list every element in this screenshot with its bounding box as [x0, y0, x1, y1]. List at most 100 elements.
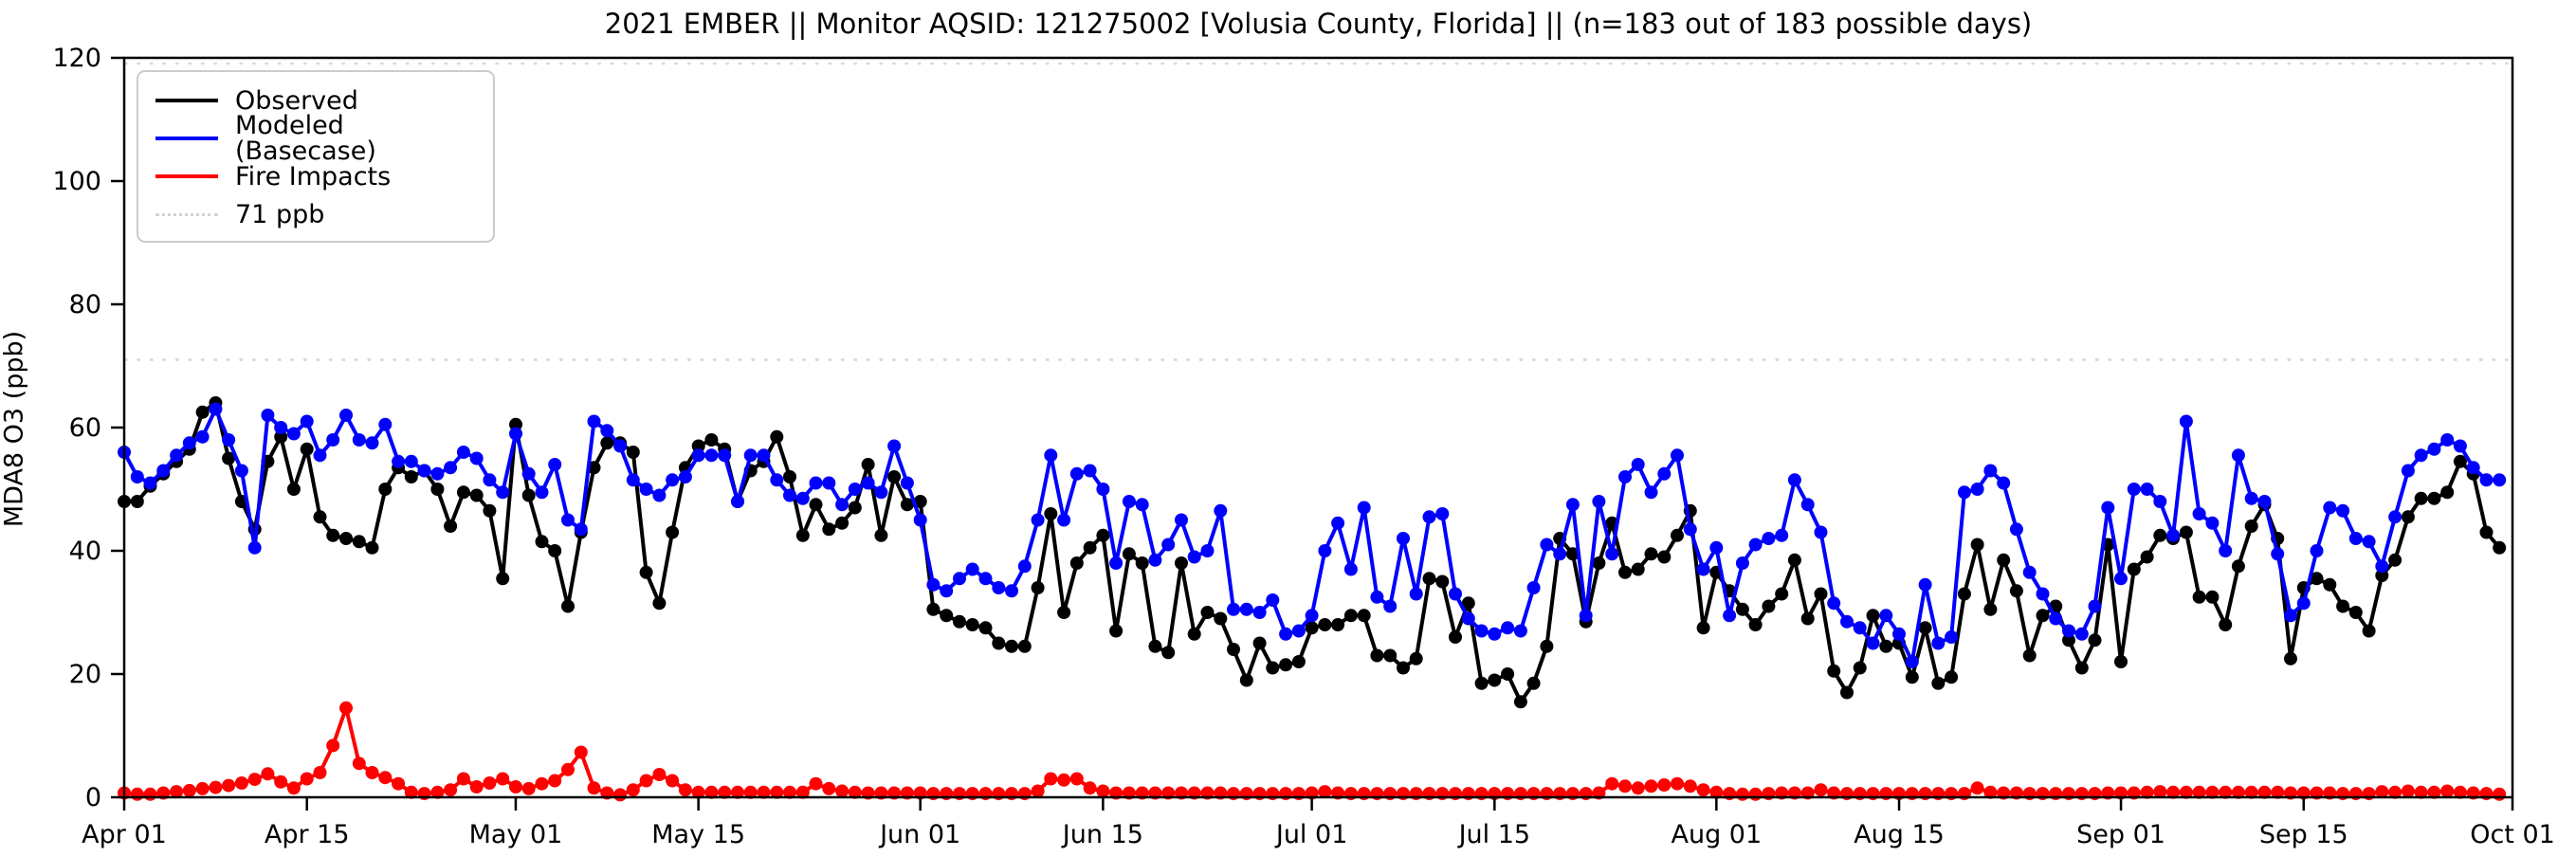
- data-point: [822, 781, 836, 795]
- data-point: [2140, 550, 2154, 564]
- data-point: [666, 525, 680, 539]
- data-point: [2427, 785, 2441, 799]
- data-point: [652, 596, 667, 611]
- data-point: [2231, 785, 2245, 799]
- legend-item: 71 ppb: [138, 195, 493, 233]
- data-point: [444, 461, 458, 475]
- data-point: [521, 488, 536, 502]
- data-point: [2205, 516, 2220, 530]
- data-point: [652, 768, 667, 781]
- data-point: [666, 774, 680, 788]
- data-point: [469, 780, 484, 793]
- data-point: [809, 776, 823, 791]
- data-point: [1762, 599, 1776, 613]
- data-point: [2401, 464, 2415, 478]
- data-point: [1840, 685, 1854, 700]
- x-tick-label: May 15: [651, 820, 745, 849]
- data-point: [1214, 503, 1228, 518]
- data-point: [704, 785, 719, 799]
- data-point: [1252, 636, 1267, 650]
- data-point: [2127, 562, 2141, 576]
- data-point: [548, 544, 562, 557]
- data-point: [1122, 495, 1136, 508]
- data-point: [1096, 784, 1110, 798]
- data-point: [1409, 587, 1423, 601]
- data-point: [1083, 540, 1097, 555]
- data-point: [2036, 609, 2050, 623]
- data-point: [2427, 442, 2441, 456]
- data-point: [2466, 461, 2480, 475]
- data-point: [2179, 414, 2193, 428]
- data-point: [1044, 507, 1058, 520]
- data-point: [1017, 639, 1032, 653]
- data-point: [1069, 556, 1084, 570]
- data-point: [1279, 627, 1293, 641]
- data-point: [274, 429, 288, 444]
- data-point: [835, 784, 850, 798]
- data-point: [1057, 773, 1071, 787]
- data-point: [1435, 574, 1450, 589]
- data-point: [600, 436, 614, 450]
- data-point: [521, 466, 536, 481]
- data-point: [2479, 525, 2494, 539]
- data-point: [1565, 498, 1580, 512]
- legend-label: Fire Impacts: [235, 161, 392, 191]
- data-point: [195, 429, 210, 444]
- data-point: [2179, 785, 2193, 799]
- data-point: [1983, 785, 1998, 799]
- data-point: [626, 783, 640, 797]
- legend-item: Modeled (Basecase): [138, 113, 493, 164]
- data-point: [2453, 454, 2467, 468]
- data-point: [2284, 609, 2297, 623]
- data-point: [1814, 783, 1828, 797]
- data-point: [770, 429, 784, 444]
- data-point: [913, 513, 927, 527]
- data-point: [2074, 627, 2089, 641]
- data-point: [1565, 547, 1580, 561]
- data-point: [718, 448, 732, 463]
- data-point: [1618, 565, 1632, 579]
- data-point: [313, 766, 327, 779]
- data-point: [234, 464, 248, 478]
- data-point: [1461, 596, 1475, 611]
- data-point: [1983, 464, 1998, 478]
- data-point: [2427, 491, 2441, 505]
- data-point: [1683, 779, 1697, 793]
- data-point: [2296, 596, 2311, 611]
- data-point: [913, 495, 927, 508]
- data-point: [757, 785, 771, 799]
- data-point: [182, 783, 196, 797]
- data-point: [1683, 522, 1697, 537]
- data-point: [1657, 778, 1672, 792]
- data-point: [965, 618, 979, 631]
- data-point: [444, 520, 458, 533]
- data-point: [2049, 611, 2063, 626]
- data-point: [2231, 448, 2245, 463]
- data-point: [822, 522, 836, 537]
- data-point: [1474, 676, 1489, 690]
- data-point: [822, 476, 836, 490]
- data-point: [1644, 779, 1658, 793]
- data-point: [2493, 787, 2507, 801]
- legend-label: Observed: [235, 85, 358, 116]
- x-tick-label: Sep 01: [2076, 820, 2165, 849]
- data-point: [887, 470, 902, 483]
- data-point: [1501, 621, 1515, 635]
- data-point: [1318, 544, 1332, 557]
- data-point: [561, 762, 575, 776]
- data-point: [1397, 661, 1410, 675]
- data-point: [2388, 510, 2402, 524]
- data-point: [926, 602, 941, 616]
- data-point: [795, 785, 810, 799]
- data-point: [1553, 547, 1567, 561]
- data-point: [1970, 781, 1984, 795]
- legend-label: Modeled (Basecase): [235, 111, 376, 166]
- data-point: [1083, 781, 1097, 795]
- data-point: [286, 483, 301, 496]
- data-point: [404, 785, 418, 799]
- modeled-basecase-markers: [118, 402, 2507, 668]
- data-point: [195, 405, 210, 419]
- data-point: [2284, 651, 2297, 666]
- y-tick-label: 60: [69, 413, 101, 443]
